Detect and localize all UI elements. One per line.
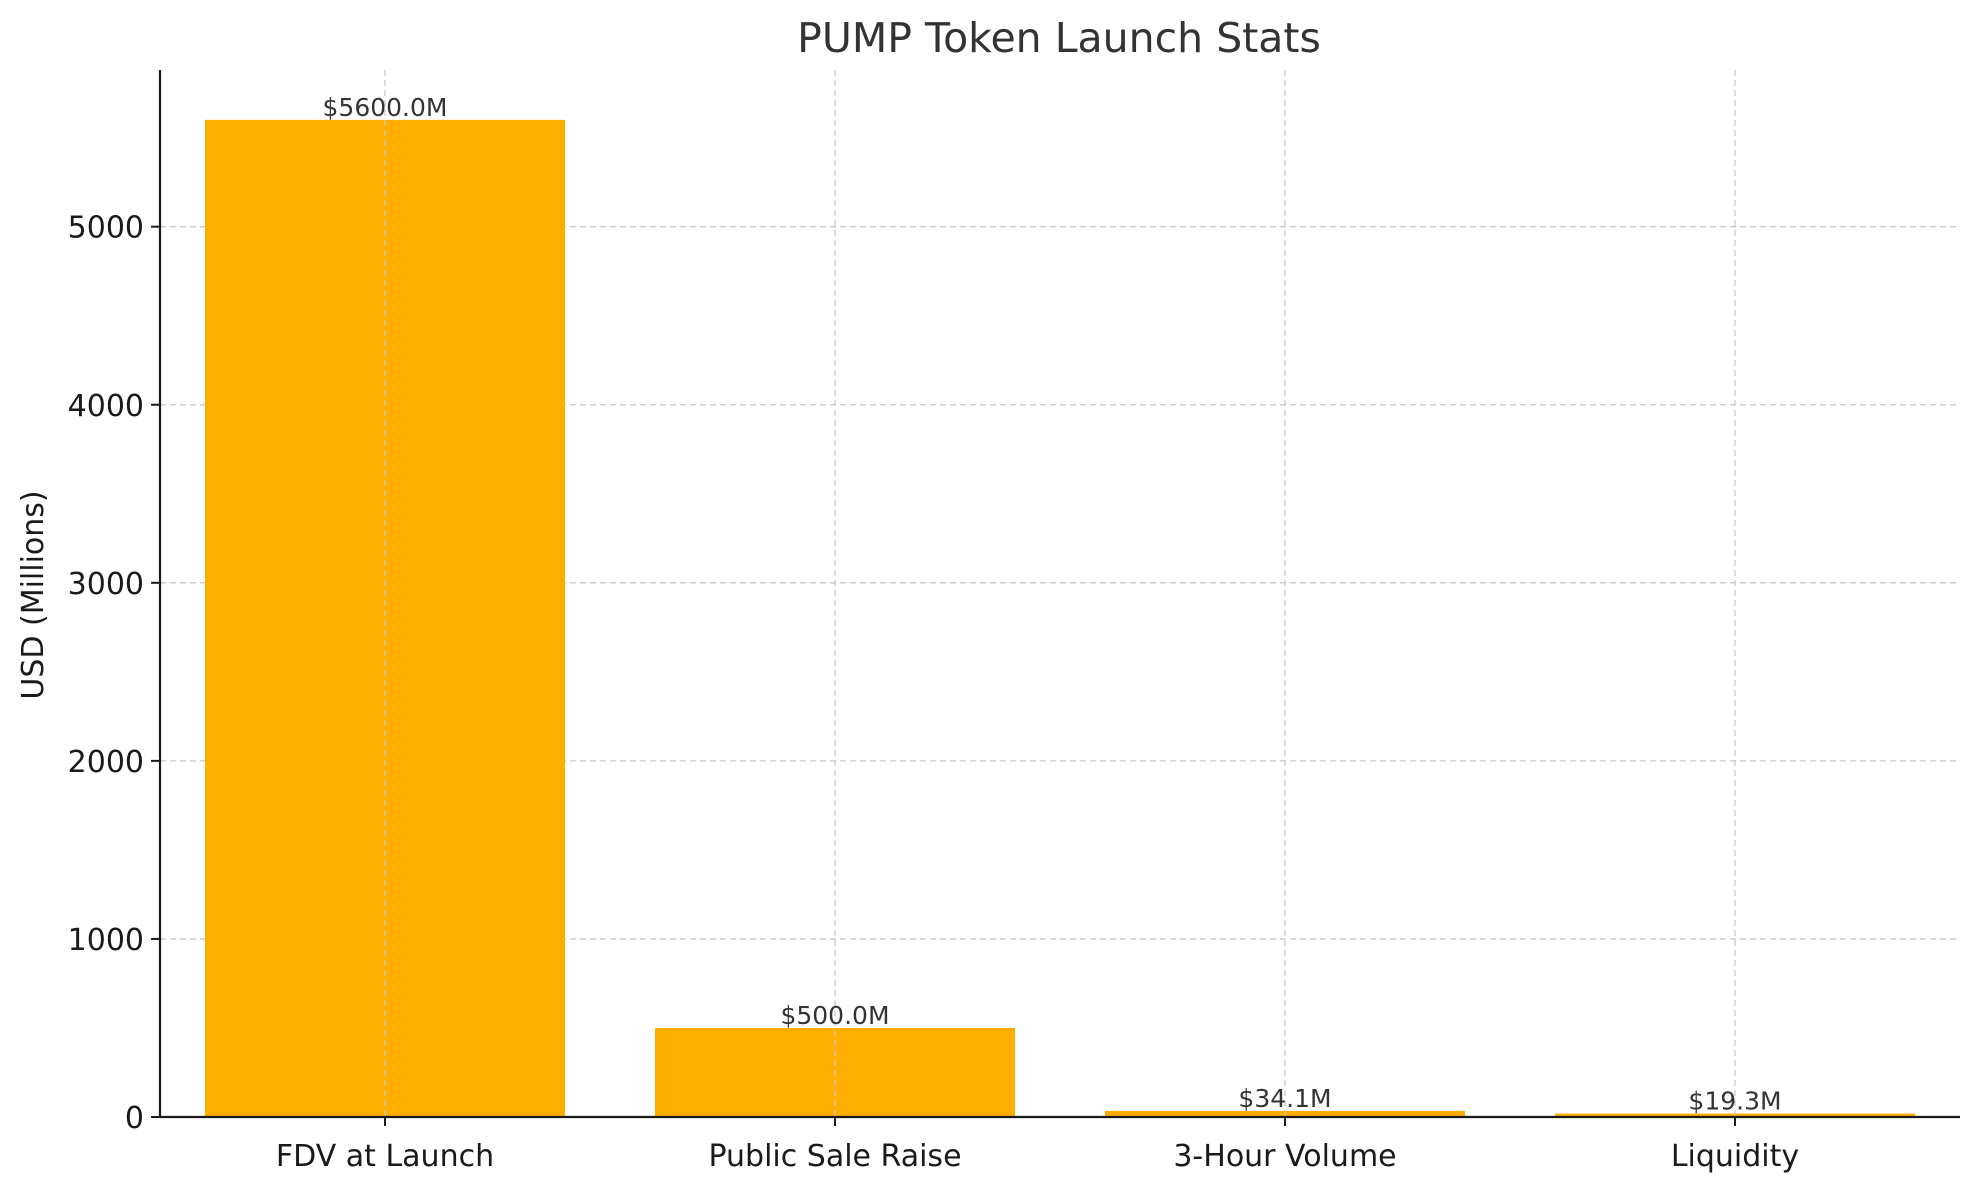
y-tick-label-1: 1000 [68,923,144,958]
bars [205,70,1915,1118]
x-tick-label-0: FDV at Launch [276,1139,494,1174]
x-tick-label-1: Public Sale Raise [708,1139,961,1174]
data-label-1: $500.0M [780,1001,889,1030]
data-label-3: $19.3M [1688,1087,1781,1116]
chart-title: PUMP Token Launch Stats [797,14,1321,62]
axes [151,70,1960,1126]
y-tick-label-5: 5000 [68,211,144,246]
x-tick-label-2: 3-Hour Volume [1173,1139,1396,1174]
y-tick-label-4: 4000 [68,389,144,424]
y-tick-label-3: 3000 [68,567,144,602]
x-tick-label-3: Liquidity [1671,1139,1799,1174]
bar-0 [205,119,565,1118]
data-label-2: $34.1M [1238,1084,1331,1113]
y-axis-label: USD (Millions) [16,490,51,699]
data-label-0: $5600.0M [323,93,448,122]
y-tick-label-0: 0 [125,1101,144,1136]
labels: 0 1000 2000 3000 4000 5000 FDV at Launch Public… [68,93,1800,1174]
y-tick-label-2: 2000 [68,745,144,780]
